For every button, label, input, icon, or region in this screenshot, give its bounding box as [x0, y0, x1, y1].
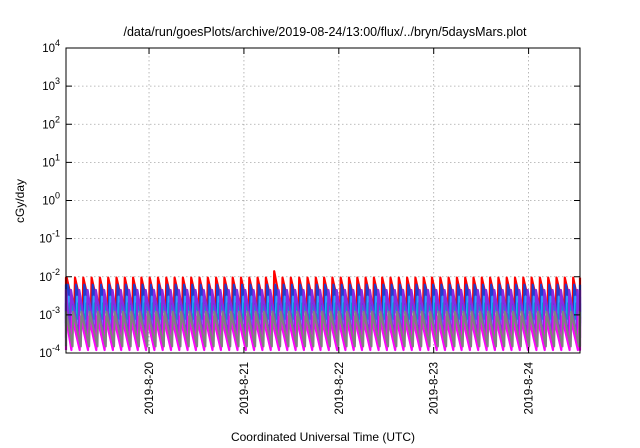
- y-tick-label: 103: [42, 76, 60, 93]
- y-tick-label: 101: [42, 152, 60, 169]
- x-tick-label: 2019-8-22: [334, 362, 346, 414]
- x-axis: 2019-8-20 2019-8-21 2019-8-22 2019-8-23 2019…: [144, 48, 536, 414]
- y-tick-label: 10-4: [39, 343, 60, 360]
- y-tick-label: 10-1: [39, 229, 60, 246]
- x-axis-label: Coordinated Universal Time (UTC): [231, 430, 415, 444]
- y-tick-label: 10-2: [39, 267, 60, 284]
- x-tick-label: 2019-8-23: [429, 362, 441, 414]
- x-tick-label: 2019-8-24: [524, 361, 536, 414]
- data-series: [64, 270, 582, 352]
- y-tick-label: 102: [42, 114, 60, 131]
- x-tick-label: 2019-8-21: [239, 362, 251, 414]
- y-tick-label: 104: [42, 38, 60, 55]
- y-axis: 10-4 10-3 10-2 10-1 100 101 102 103 104: [39, 38, 580, 360]
- x-tick-label: 2019-8-20: [144, 362, 156, 414]
- series-line: [64, 310, 582, 348]
- gridlines: [66, 48, 580, 353]
- y-axis-label: cGy/day: [13, 179, 27, 223]
- y-tick-label: 10-3: [39, 305, 60, 322]
- y-tick-label: 100: [42, 191, 60, 208]
- chart-title: /data/run/goesPlots/archive/2019-08-24/1…: [123, 25, 527, 39]
